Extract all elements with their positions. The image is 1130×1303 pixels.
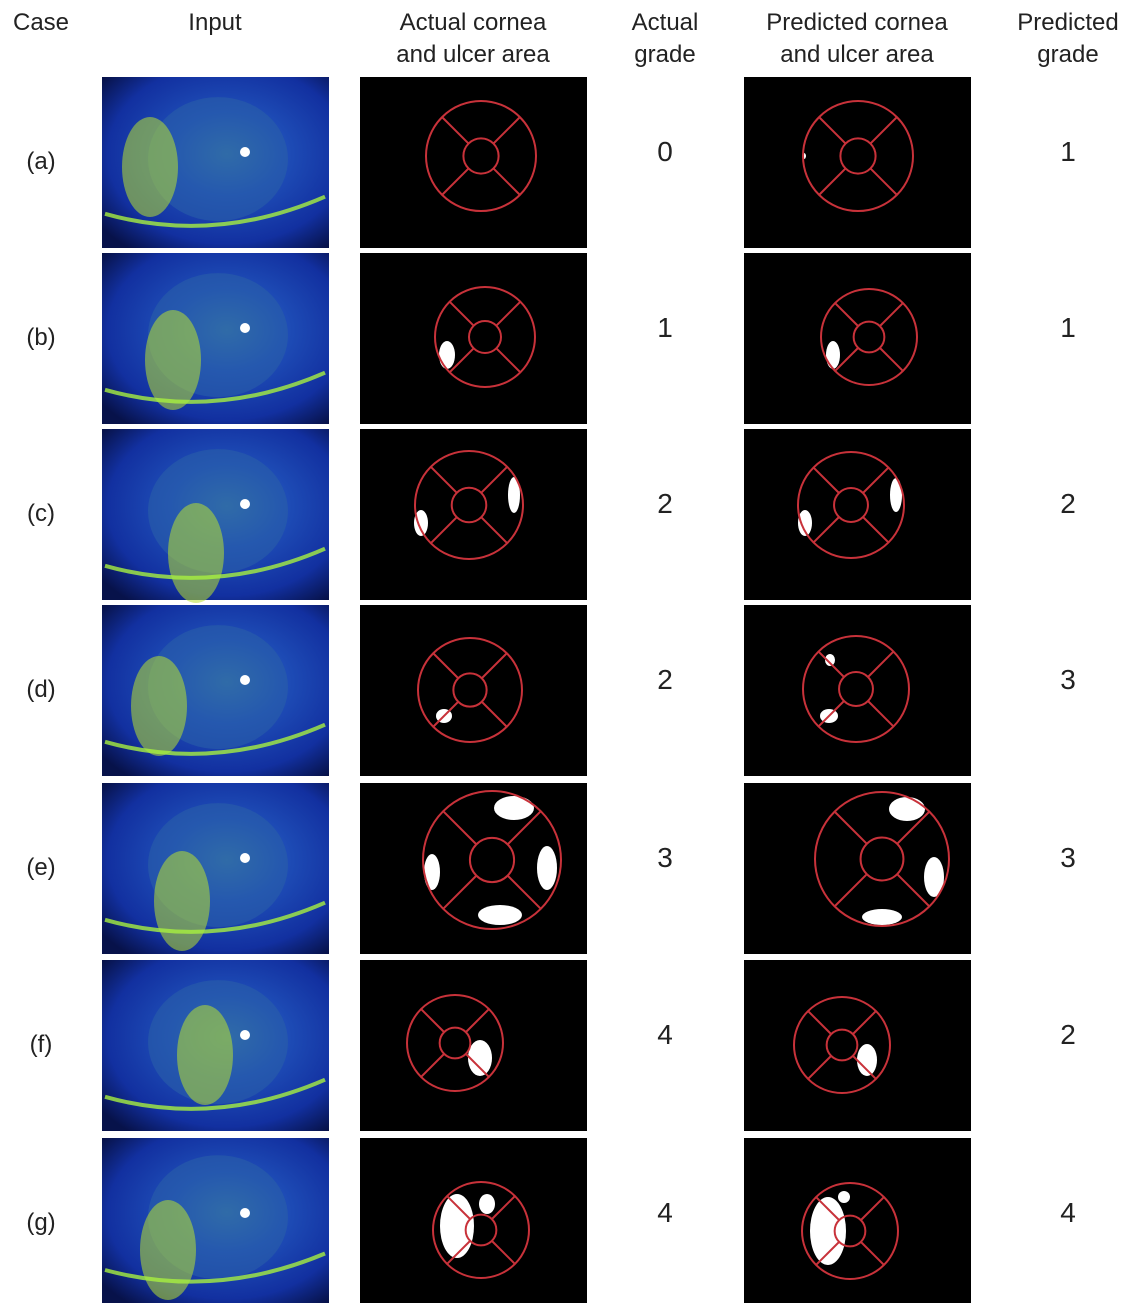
case-label: (b) bbox=[26, 324, 55, 351]
ulcer-area bbox=[838, 1191, 850, 1203]
case-label: (e) bbox=[26, 854, 55, 881]
figure: Case Input Actual cornea and ulcer area Actu… bbox=[0, 0, 1130, 1303]
ulcer-area bbox=[478, 905, 522, 925]
column-header: Actual cornea bbox=[400, 9, 547, 36]
column-header: grade bbox=[1037, 41, 1098, 68]
actual-grade: 2 bbox=[657, 664, 673, 695]
ulcer-area bbox=[494, 796, 534, 820]
ulcer-area bbox=[826, 341, 840, 369]
photo-stain bbox=[154, 851, 210, 951]
mask-panel bbox=[360, 429, 587, 600]
case-label: (f) bbox=[30, 1031, 53, 1058]
column-header: and ulcer area bbox=[780, 41, 934, 68]
ulcer-area bbox=[424, 854, 440, 890]
ulcer-area bbox=[440, 1194, 474, 1258]
photo-stain bbox=[168, 503, 224, 603]
mask-panel bbox=[360, 605, 587, 776]
column-header: Predicted cornea bbox=[766, 9, 948, 36]
ulcer-area bbox=[889, 797, 925, 821]
column-header: Predicted bbox=[1017, 9, 1118, 36]
page: Case Input Actual cornea and ulcer area Actu… bbox=[0, 0, 1130, 1303]
column-header: grade bbox=[634, 41, 695, 68]
photo-reflex bbox=[240, 853, 250, 863]
ulcer-area bbox=[810, 1197, 846, 1265]
actual-grade: 0 bbox=[657, 136, 673, 167]
ulcer-area bbox=[862, 909, 902, 925]
mask-panel bbox=[744, 429, 971, 600]
photo-reflex bbox=[240, 499, 250, 509]
column-header: and ulcer area bbox=[396, 41, 550, 68]
predicted-grade: 3 bbox=[1060, 842, 1076, 873]
actual-grade: 4 bbox=[657, 1197, 673, 1228]
ulcer-area bbox=[439, 341, 455, 369]
predicted-grade: 3 bbox=[1060, 664, 1076, 695]
mask-panel bbox=[360, 77, 587, 248]
photo-stain bbox=[122, 117, 178, 217]
case-label: (d) bbox=[26, 676, 55, 703]
column-header: Case bbox=[13, 9, 69, 36]
actual-grade: 2 bbox=[657, 488, 673, 519]
ulcer-area bbox=[468, 1040, 492, 1076]
case-label: (c) bbox=[27, 500, 55, 527]
ulcer-area bbox=[537, 846, 557, 890]
photo-stain bbox=[145, 310, 201, 410]
actual-grade: 4 bbox=[657, 1019, 673, 1050]
mask-panel bbox=[744, 77, 971, 248]
column-header: Input bbox=[188, 9, 242, 36]
photo-reflex bbox=[240, 675, 250, 685]
photo-reflex bbox=[240, 323, 250, 333]
predicted-grade: 1 bbox=[1060, 312, 1076, 343]
predicted-grade: 1 bbox=[1060, 136, 1076, 167]
ulcer-area bbox=[479, 1194, 495, 1214]
column-header: Actual bbox=[632, 9, 699, 36]
case-label: (a) bbox=[26, 148, 55, 175]
mask-panel bbox=[360, 253, 587, 424]
predicted-grade: 2 bbox=[1060, 1019, 1076, 1050]
photo-stain bbox=[131, 656, 187, 756]
photo-reflex bbox=[240, 1208, 250, 1218]
mask-panel bbox=[744, 605, 971, 776]
predicted-grade: 2 bbox=[1060, 488, 1076, 519]
actual-grade: 3 bbox=[657, 842, 673, 873]
predicted-grade: 4 bbox=[1060, 1197, 1076, 1228]
photo-reflex bbox=[240, 1030, 250, 1040]
mask-panel bbox=[744, 253, 971, 424]
actual-grade: 1 bbox=[657, 312, 673, 343]
photo-stain bbox=[177, 1005, 233, 1105]
case-label: (g) bbox=[26, 1209, 55, 1236]
photo-stain bbox=[140, 1200, 196, 1300]
photo-reflex bbox=[240, 147, 250, 157]
